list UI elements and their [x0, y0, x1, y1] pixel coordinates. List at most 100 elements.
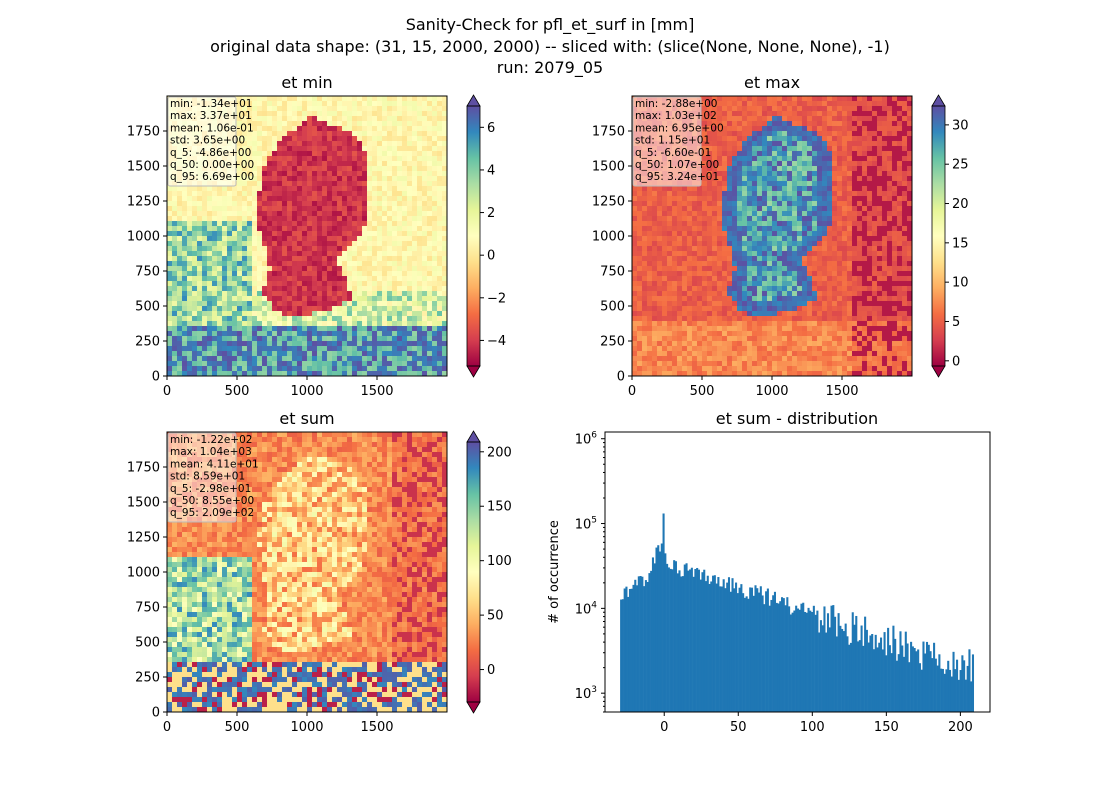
heatmap-cell [277, 151, 283, 157]
heatmap-cell [327, 366, 333, 372]
heatmap-cell [262, 326, 268, 332]
heatmap-cell [312, 206, 318, 212]
heatmap-cell [687, 356, 693, 362]
heatmap-cell [392, 316, 398, 322]
heatmap-cell [712, 96, 718, 102]
heatmap-cell [347, 316, 353, 322]
heatmap-cell [257, 341, 263, 347]
heatmap-cell [287, 151, 293, 157]
heatmap-cell [652, 216, 658, 222]
heatmap-cell [697, 256, 703, 262]
heatmap-cell [782, 126, 788, 132]
heatmap-cell [357, 156, 363, 162]
heatmap-cell [252, 151, 258, 157]
heatmap-cell [437, 201, 443, 207]
heatmap-cell [287, 241, 293, 247]
heatmap-cell [212, 321, 218, 327]
heatmap-cell [307, 236, 313, 242]
heatmap-cell [192, 311, 198, 317]
heatmap-cell [237, 106, 243, 112]
heatmap-cell [682, 361, 688, 367]
heatmap-cell [682, 216, 688, 222]
heatmap-cell [687, 221, 693, 227]
heatmap-cell [262, 116, 268, 122]
heatmap-cell [737, 326, 743, 332]
heatmap-cell [377, 251, 383, 257]
heatmap-cell [417, 351, 423, 357]
heatmap-cell [767, 351, 773, 357]
heatmap-cell [197, 341, 203, 347]
heatmap-cell [672, 286, 678, 292]
heatmap-cell [707, 246, 713, 252]
heatmap-cell [402, 201, 408, 207]
heatmap-cell [682, 286, 688, 292]
heatmap-cell [437, 186, 443, 192]
heatmap-cell [767, 241, 773, 247]
heatmap-cell [292, 286, 298, 292]
heatmap-cell [172, 371, 178, 377]
heatmap-cell [272, 171, 278, 177]
heatmap-cell [652, 261, 658, 267]
heatmap-cell [657, 351, 663, 357]
heatmap-cell [257, 96, 263, 102]
heatmap-cell [417, 261, 423, 267]
heatmap-cell [357, 281, 363, 287]
heatmap-cell [292, 156, 298, 162]
heatmap-cell [357, 256, 363, 262]
heatmap-cell [392, 156, 398, 162]
heatmap-cell [232, 241, 238, 247]
heatmap-cell [212, 271, 218, 277]
heatmap-cell [367, 116, 373, 122]
heatmap-cell [257, 146, 263, 152]
heatmap-cell [167, 311, 173, 317]
heatmap-cell [722, 276, 728, 282]
heatmap-cell [432, 296, 438, 302]
heatmap-cell [297, 176, 303, 182]
heatmap-cell [247, 221, 253, 227]
heatmap-cell [767, 106, 773, 112]
heatmap-cell [407, 301, 413, 307]
heatmap-cell [202, 286, 208, 292]
heatmap-cell [167, 221, 173, 227]
heatmap-cell [752, 211, 758, 217]
heatmap-cell [352, 186, 358, 192]
heatmap-cell [667, 251, 673, 257]
heatmap-cell [717, 136, 723, 142]
heatmap-cell [687, 236, 693, 242]
heatmap-cell [657, 291, 663, 297]
heatmap-cell [737, 266, 743, 272]
heatmap-cell [782, 156, 788, 162]
heatmap-cell [222, 336, 228, 342]
heatmap-cell [402, 356, 408, 362]
heatmap-cell [377, 286, 383, 292]
heatmap-cell [442, 216, 448, 222]
heatmap-cell [177, 251, 183, 257]
heatmap-cell [297, 151, 303, 157]
heatmap-cell [647, 296, 653, 302]
heatmap-cell [367, 366, 373, 372]
heatmap-cell [652, 191, 658, 197]
heatmap-cell [657, 286, 663, 292]
heatmap-cell [337, 111, 343, 117]
heatmap-cell [787, 146, 793, 152]
heatmap-cell [337, 151, 343, 157]
heatmap-cell [287, 301, 293, 307]
heatmap-cell [392, 136, 398, 142]
heatmap-cell [312, 111, 318, 117]
heatmap-cell [707, 196, 713, 202]
heatmap-cell [787, 106, 793, 112]
heatmap-cell [372, 256, 378, 262]
heatmap-cell [337, 206, 343, 212]
heatmap-cell [217, 291, 223, 297]
heatmap-cell [702, 111, 708, 117]
heatmap-cell [297, 371, 303, 377]
heatmap-cell [342, 291, 348, 297]
heatmap-cell [652, 226, 658, 232]
heatmap-cell [407, 136, 413, 142]
heatmap-cell [222, 351, 228, 357]
heatmap-cell [727, 281, 733, 287]
heatmap-cell [387, 371, 393, 377]
heatmap-cell [752, 276, 758, 282]
heatmap-cell [302, 101, 308, 107]
heatmap-cell [297, 131, 303, 137]
